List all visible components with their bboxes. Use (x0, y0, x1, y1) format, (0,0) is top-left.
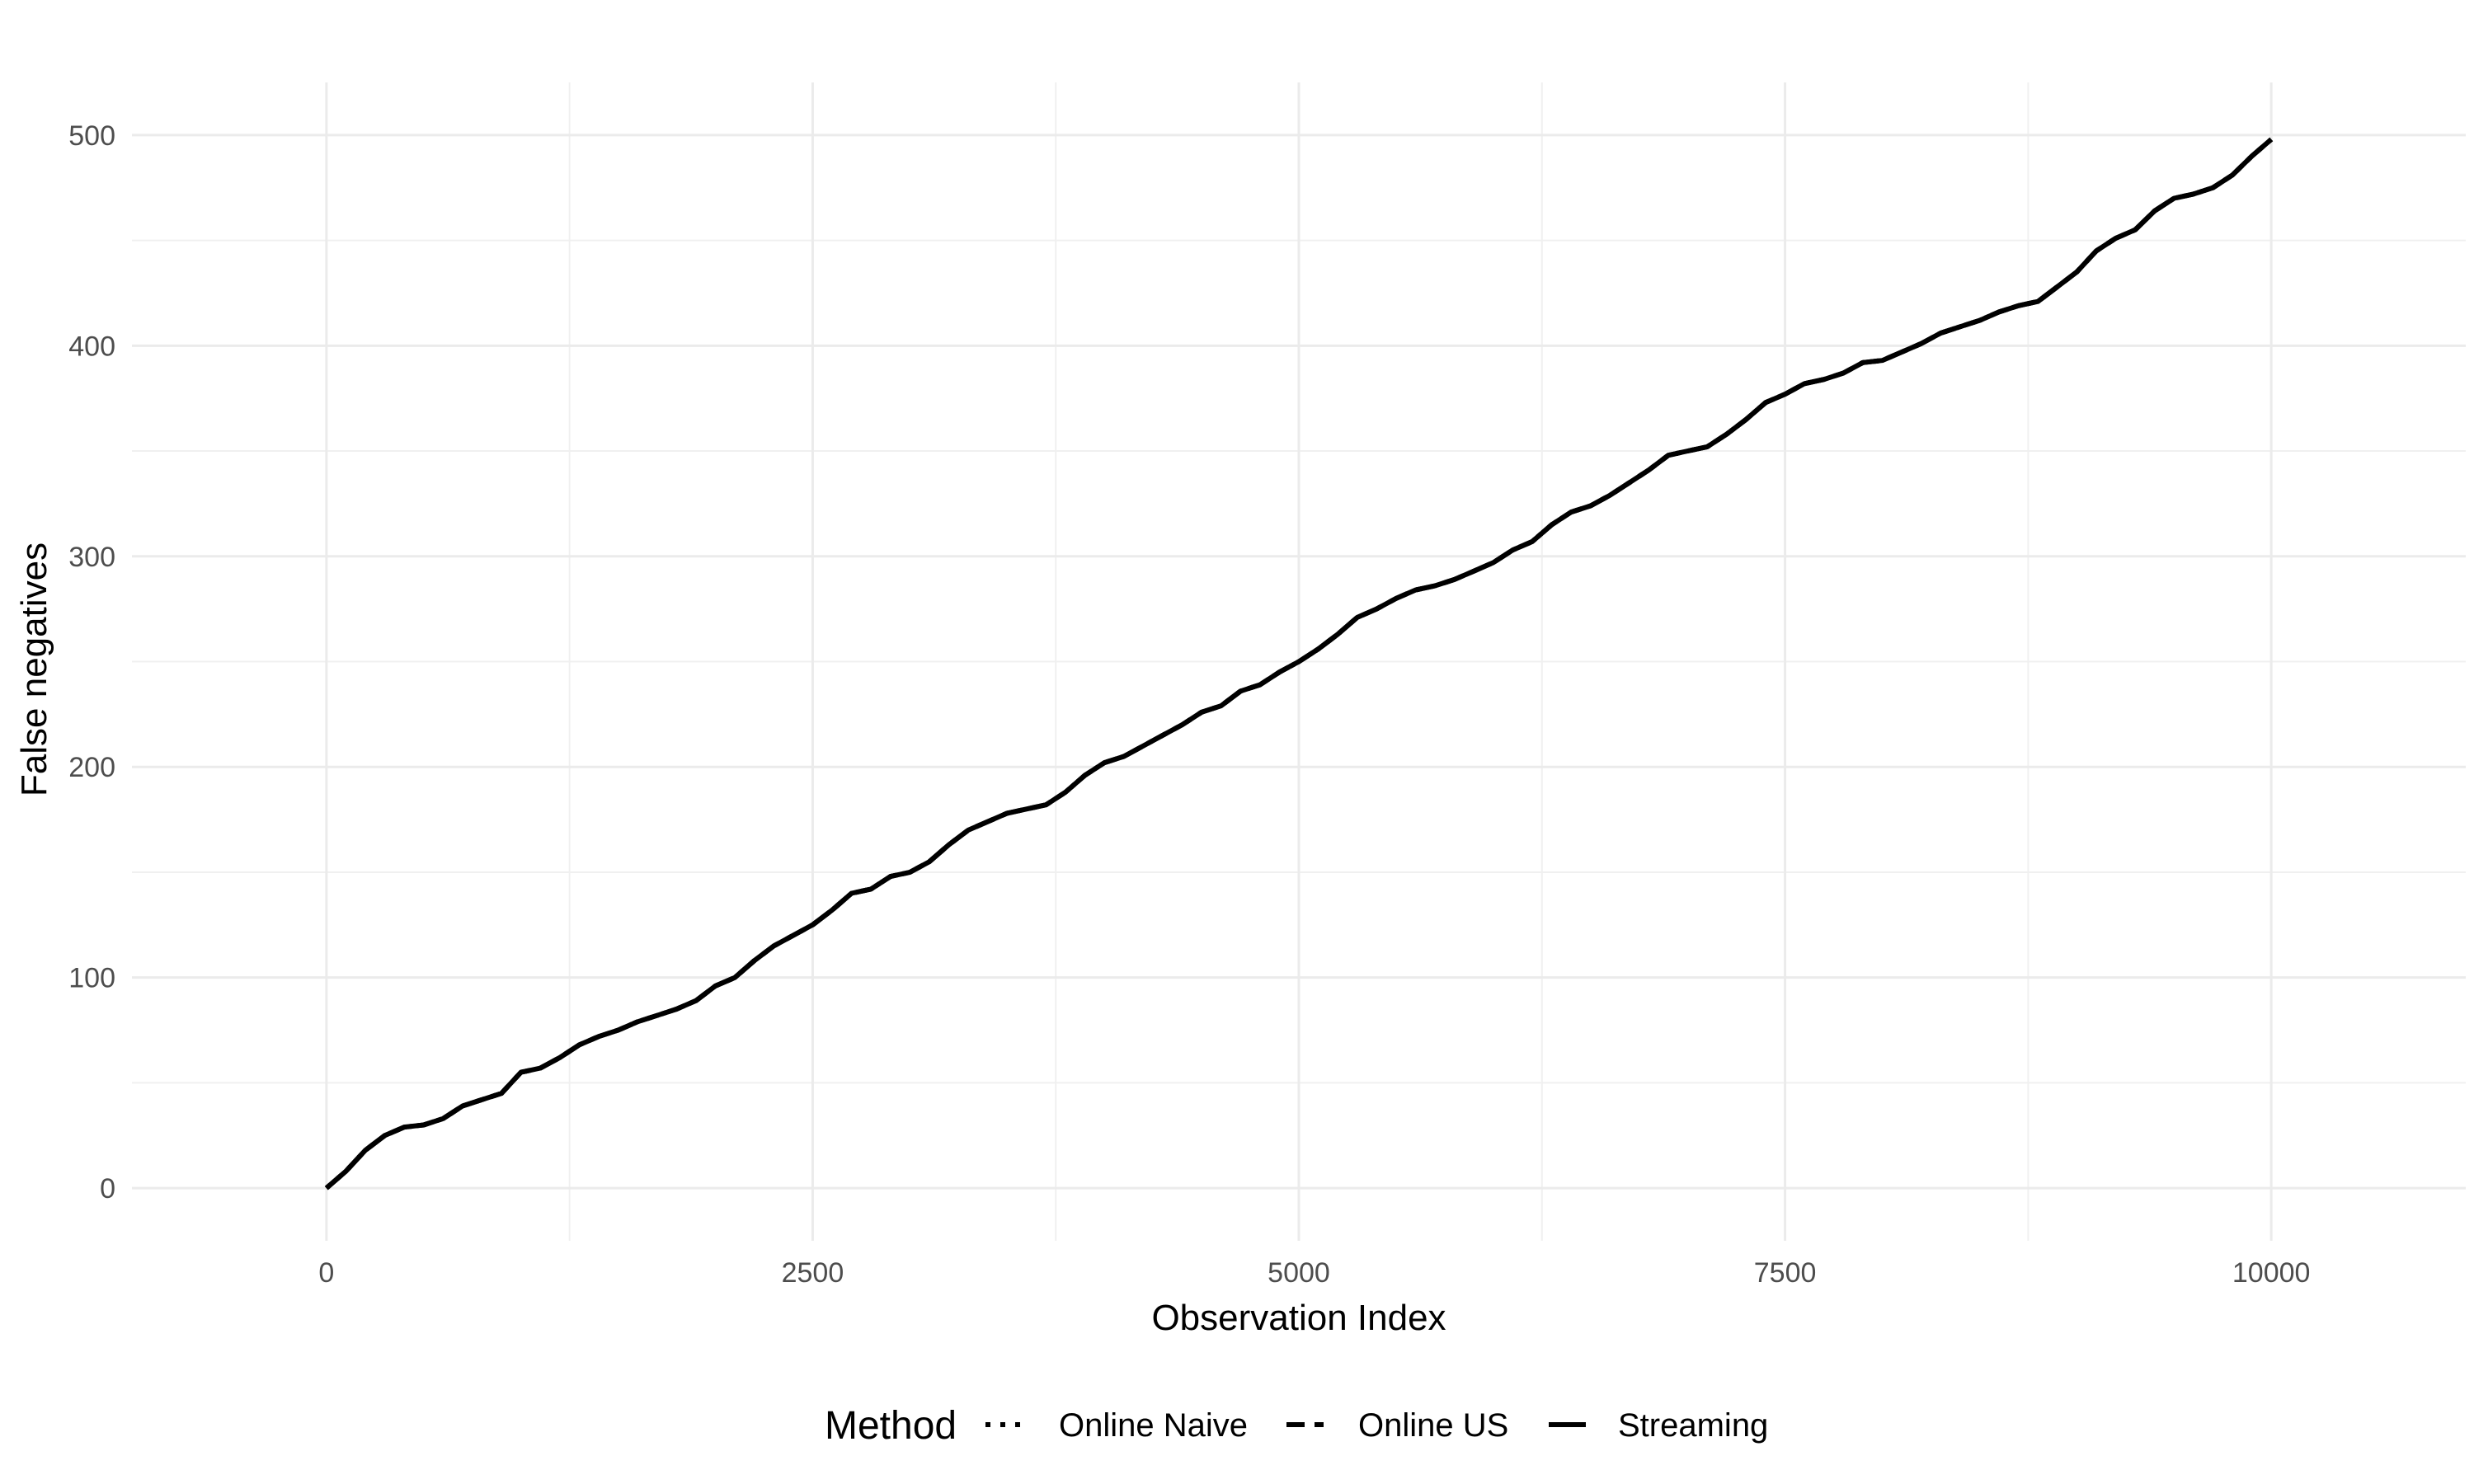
legend-title: Method (825, 1404, 957, 1448)
x-tick-label: 5000 (1268, 1257, 1330, 1289)
x-axis-tick-labels: 0 2500 5000 7500 10000 (318, 1257, 2310, 1289)
series-line-streaming (324, 137, 2274, 1190)
x-axis-title: Observation Index (1151, 1298, 1446, 1338)
y-tick-label: 200 (68, 752, 115, 783)
y-axis-title: False negatives (14, 542, 54, 796)
y-tick-label: 0 (100, 1173, 115, 1205)
x-tick-label: 0 (318, 1257, 334, 1289)
legend-label-streaming: Streaming (1618, 1407, 1768, 1444)
x-tick-label: 10000 (2232, 1257, 2311, 1289)
y-tick-label: 100 (68, 963, 115, 994)
y-tick-label: 400 (68, 331, 115, 362)
legend: Method Online Naive Online US Streaming (825, 1404, 1768, 1448)
series-layer (324, 137, 2274, 1190)
x-tick-label: 7500 (1754, 1257, 1817, 1289)
y-tick-label: 300 (68, 542, 115, 573)
x-tick-label: 2500 (782, 1257, 844, 1289)
y-axis-tick-labels: 0 100 200 300 400 500 (68, 120, 115, 1205)
legend-label-online-us: Online US (1358, 1407, 1508, 1444)
legend-label-online-naive: Online Naive (1059, 1407, 1248, 1444)
major-gridlines (132, 82, 2466, 1241)
y-tick-label: 500 (68, 120, 115, 152)
